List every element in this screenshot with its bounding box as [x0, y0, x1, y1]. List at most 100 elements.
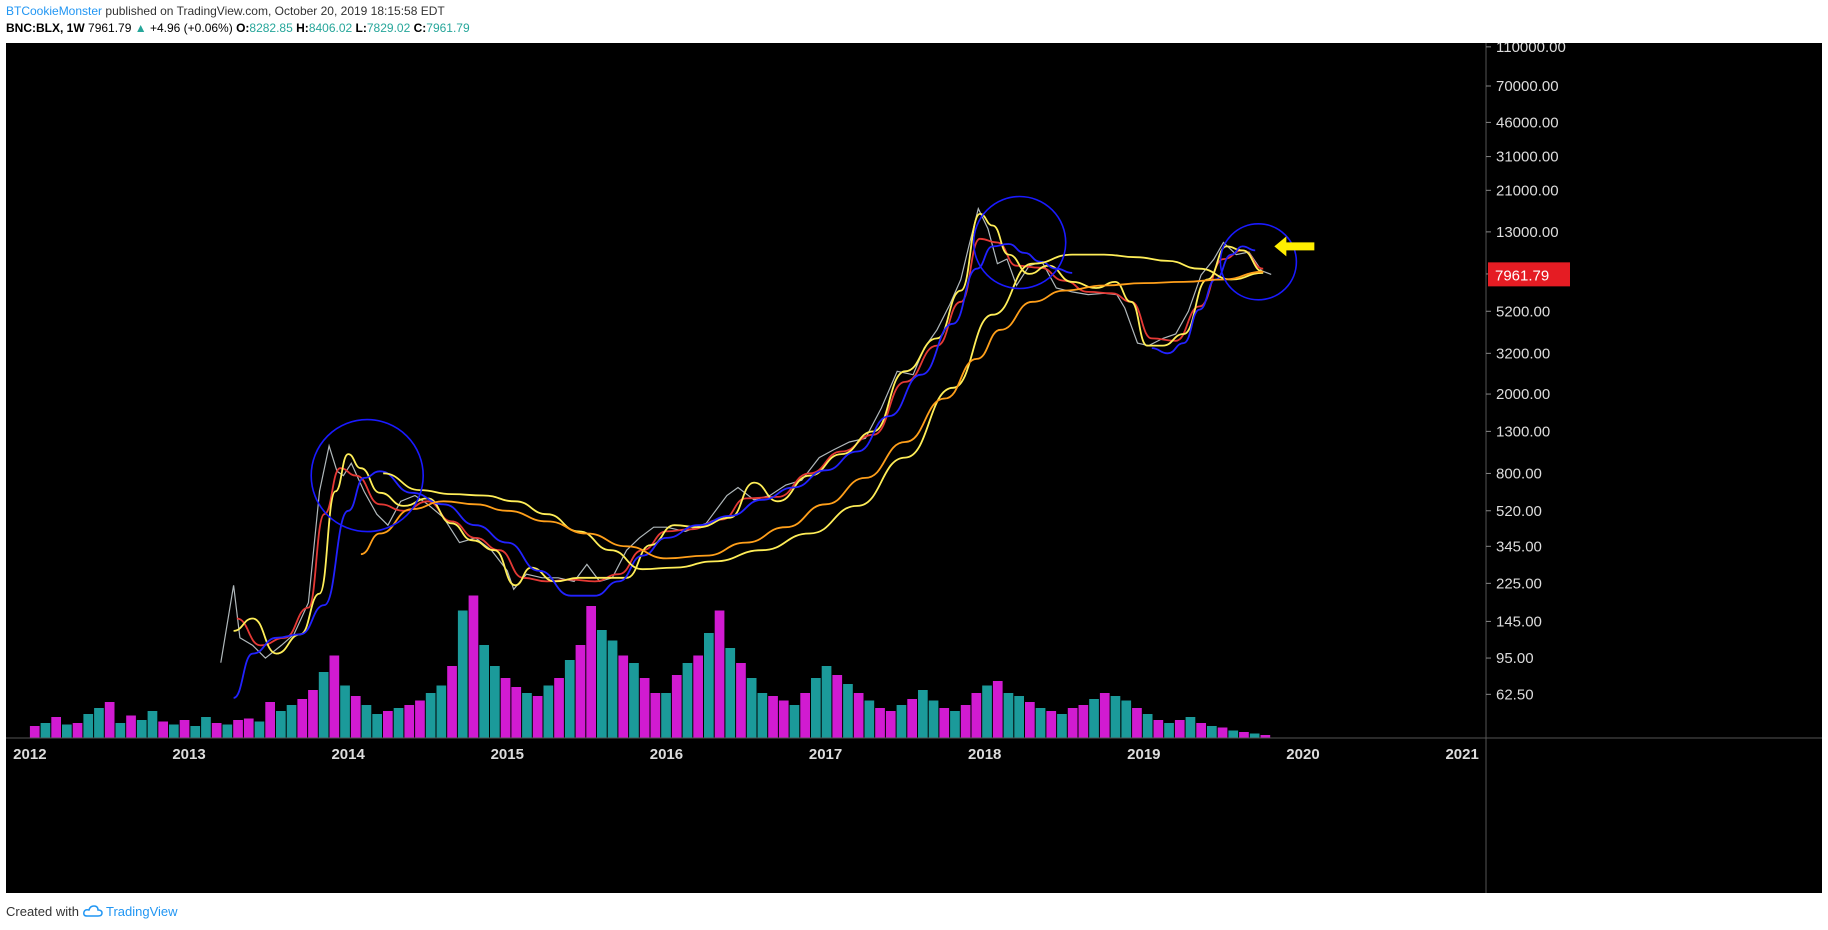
price-tick-label: 800.00	[1496, 465, 1542, 482]
volume-bar	[714, 610, 725, 738]
tradingview-cloud-icon	[82, 905, 103, 917]
volume-bar	[960, 705, 971, 738]
price-tick-label: 31000.00	[1496, 149, 1559, 166]
volume-bar	[1121, 700, 1132, 738]
close-value: 7961.79	[426, 21, 470, 35]
volume-bar	[832, 675, 843, 738]
last-price: 7961.79	[88, 21, 132, 35]
open-label: O:	[236, 21, 250, 35]
volume-bar	[918, 690, 928, 738]
volume-bar	[104, 702, 115, 738]
volume-bar	[222, 724, 233, 738]
price-tick-label: 2000.00	[1496, 386, 1550, 403]
open-value: 8282.85	[249, 21, 293, 35]
year-label: 2019	[1127, 746, 1160, 763]
volume-bar	[436, 685, 447, 738]
volume-bar	[350, 696, 361, 738]
volume-bar	[1142, 714, 1153, 738]
volume-bar	[511, 687, 522, 738]
volume-bar	[72, 723, 83, 738]
volume-bar	[254, 721, 265, 738]
volume-bar	[404, 705, 415, 738]
volume-bar	[169, 724, 179, 738]
price-tick-label: 225.00	[1496, 575, 1542, 592]
volume-bar	[276, 711, 286, 738]
price-tick-label: 3200.00	[1496, 345, 1550, 362]
price-tick-label: 1300.00	[1496, 423, 1550, 440]
volume-bar	[1164, 723, 1174, 738]
volume-bar	[843, 684, 853, 738]
year-label: 2013	[172, 746, 205, 763]
volume-bar	[800, 693, 810, 738]
volume-bar	[40, 723, 51, 738]
price-tick-label: 13000.00	[1496, 224, 1559, 241]
price-line	[220, 206, 1272, 663]
volume-bar	[393, 708, 404, 738]
chart-area[interactable]: 110000.00 70000.00 46000.00 31000.00 21000.0…	[6, 43, 1822, 893]
volume-bar	[725, 648, 736, 738]
volume-bar	[1196, 723, 1206, 738]
volume-bar	[297, 699, 308, 738]
volume-bar	[1153, 720, 1164, 738]
high-value: 8406.02	[308, 21, 353, 35]
year-label: 2021	[1445, 746, 1478, 763]
volume-bar	[896, 705, 907, 738]
volume-bar	[1057, 714, 1067, 738]
price-tick-label: 46000.00	[1496, 114, 1559, 131]
volume-bar	[757, 693, 768, 738]
volume-bar	[907, 699, 917, 738]
volume-bar	[329, 655, 340, 738]
volume-bar	[586, 606, 596, 738]
volume-bar	[1014, 696, 1024, 738]
publish-date: published on TradingView.com, October 20…	[105, 4, 445, 18]
volume-bar	[1260, 735, 1271, 738]
volume-bar	[29, 726, 40, 738]
volume-bar	[1185, 717, 1196, 738]
volume-bar	[83, 714, 94, 738]
volume-bar	[853, 693, 864, 738]
volume-bar	[1099, 693, 1110, 738]
price-tick-label: 110000.00	[1496, 43, 1566, 56]
volume-bar	[543, 685, 554, 738]
volume-bar	[789, 705, 800, 738]
price-tick-label: 95.00	[1496, 650, 1534, 667]
volume-bar	[939, 708, 950, 738]
price-tick-label: 145.00	[1496, 613, 1542, 630]
last-price-tag-label: 7961.79	[1495, 267, 1549, 284]
volume-bar	[928, 700, 939, 738]
volume-bar	[447, 666, 457, 738]
arrow-left-icon	[1274, 236, 1315, 257]
volume-bars	[29, 595, 1271, 738]
volume-bar	[1228, 730, 1239, 738]
highlight-circle	[972, 195, 1067, 290]
volume-bar	[693, 655, 703, 738]
moving-average-line-5	[383, 253, 1264, 571]
volume-bar	[532, 696, 543, 738]
publish-info: BTCookieMonster published on TradingView…	[6, 4, 445, 18]
volume-bar	[554, 678, 564, 738]
volume-bar	[971, 693, 982, 738]
volume-bar	[1046, 711, 1057, 738]
symbol-label: BNC:BLX, 1W	[6, 21, 85, 35]
volume-bar	[875, 708, 885, 738]
volume-bar	[51, 717, 61, 738]
price-tick-label: 21000.00	[1496, 182, 1559, 199]
moving-average-line-1	[236, 237, 1264, 647]
author-link[interactable]: BTCookieMonster	[6, 4, 103, 18]
change-arrow-icon: ▲	[134, 21, 147, 35]
volume-bar	[671, 675, 682, 738]
price-chart[interactable]: 110000.00 70000.00 46000.00 31000.00 21000.0…	[6, 43, 1822, 893]
tradingview-link[interactable]: TradingView	[106, 904, 178, 919]
volume-bar	[361, 705, 372, 738]
volume-bar	[190, 726, 201, 738]
volume-bar	[1067, 708, 1078, 738]
volume-bar	[94, 708, 104, 738]
change-value: +4.96 (+0.06%)	[149, 21, 233, 35]
volume-bar	[864, 700, 875, 738]
volume-bar	[661, 693, 671, 738]
volume-bar	[704, 633, 714, 738]
volume-bar	[746, 678, 757, 738]
volume-bar	[115, 723, 126, 738]
volume-bar	[607, 640, 618, 738]
volume-bar	[522, 693, 532, 738]
